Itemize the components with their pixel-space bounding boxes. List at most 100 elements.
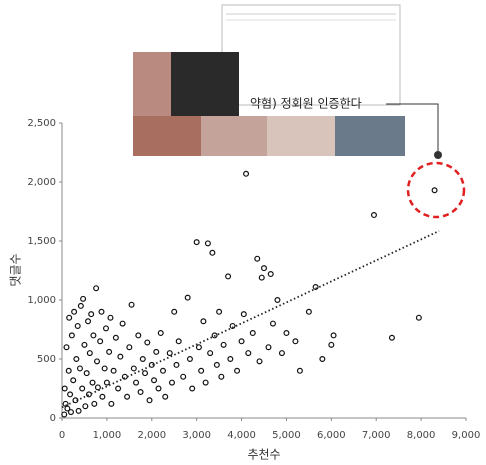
- point: [92, 401, 97, 406]
- photo: [267, 116, 335, 156]
- y-tick-label: 2,000: [27, 177, 56, 188]
- y-axis-title: 댓글수: [9, 253, 23, 286]
- point: [98, 339, 103, 344]
- point: [181, 374, 186, 379]
- point: [96, 385, 101, 390]
- point: [266, 345, 271, 350]
- point: [78, 366, 83, 371]
- point: [306, 309, 311, 314]
- point: [416, 315, 421, 320]
- point: [111, 368, 116, 373]
- point: [69, 410, 74, 415]
- x-tick-label: 1,000: [93, 430, 122, 441]
- point: [152, 378, 157, 383]
- point: [174, 363, 179, 368]
- point: [90, 380, 95, 385]
- point: [89, 312, 94, 317]
- point: [203, 380, 208, 385]
- point: [67, 315, 72, 320]
- point: [390, 335, 395, 340]
- point: [113, 335, 118, 340]
- point: [116, 386, 121, 391]
- y-tick-label: 1,500: [27, 236, 56, 247]
- point: [246, 351, 251, 356]
- point: [257, 359, 262, 364]
- point: [188, 357, 193, 362]
- point: [228, 357, 233, 362]
- point: [241, 312, 246, 317]
- point: [125, 394, 130, 399]
- point: [217, 309, 222, 314]
- point: [71, 378, 76, 383]
- point: [62, 386, 67, 391]
- point: [127, 345, 132, 350]
- point: [68, 392, 73, 397]
- point: [210, 250, 215, 255]
- x-tick-label: 8,000: [407, 430, 436, 441]
- y-tick-label: 2,500: [27, 118, 56, 129]
- point: [99, 309, 104, 314]
- x-axis-title: 추천수: [247, 447, 280, 462]
- point: [158, 331, 163, 336]
- point: [74, 357, 79, 362]
- point: [226, 274, 231, 279]
- photo: [201, 116, 267, 156]
- point: [197, 345, 202, 350]
- point: [201, 319, 206, 324]
- point: [320, 357, 325, 362]
- point: [136, 333, 141, 338]
- point: [66, 368, 71, 373]
- point: [69, 333, 74, 338]
- point: [102, 366, 107, 371]
- point: [100, 394, 105, 399]
- point: [118, 354, 123, 359]
- point: [432, 188, 437, 193]
- x-tick-label: 9,000: [452, 430, 481, 441]
- point: [208, 351, 213, 356]
- photo: [171, 52, 239, 116]
- photo: [133, 116, 201, 156]
- point: [104, 326, 109, 331]
- point: [170, 380, 175, 385]
- point: [109, 401, 114, 406]
- annotation: 약혐) 정회원 인증한다: [250, 96, 362, 111]
- x-tick-label: 0: [59, 430, 65, 441]
- y-tick-label: 500: [37, 354, 56, 365]
- x-tick-label: 3,000: [182, 430, 211, 441]
- point: [76, 409, 81, 414]
- point: [271, 321, 276, 326]
- x-tick-label: 5,000: [272, 430, 301, 441]
- point: [331, 333, 336, 338]
- point: [239, 339, 244, 344]
- x-tick-label: 4,000: [227, 430, 256, 441]
- y-tick-label: 1,000: [27, 295, 56, 306]
- point: [107, 350, 112, 355]
- point: [161, 368, 166, 373]
- point: [145, 340, 150, 345]
- photo: [133, 52, 171, 116]
- point: [75, 324, 80, 329]
- point: [64, 345, 69, 350]
- point: [194, 240, 199, 245]
- point: [72, 309, 77, 314]
- point: [86, 319, 91, 324]
- point: [82, 342, 87, 347]
- point: [78, 304, 83, 309]
- point: [275, 298, 280, 303]
- point: [94, 286, 99, 291]
- point: [95, 359, 100, 364]
- photo: [335, 116, 405, 156]
- point: [147, 398, 152, 403]
- point: [120, 321, 125, 326]
- point: [129, 302, 134, 307]
- point: [87, 392, 92, 397]
- point: [214, 363, 219, 368]
- point: [280, 351, 285, 356]
- point: [293, 339, 298, 344]
- point: [298, 368, 303, 373]
- point: [138, 390, 143, 395]
- point: [221, 342, 226, 347]
- point: [372, 213, 377, 218]
- point: [91, 333, 96, 338]
- point: [255, 256, 260, 261]
